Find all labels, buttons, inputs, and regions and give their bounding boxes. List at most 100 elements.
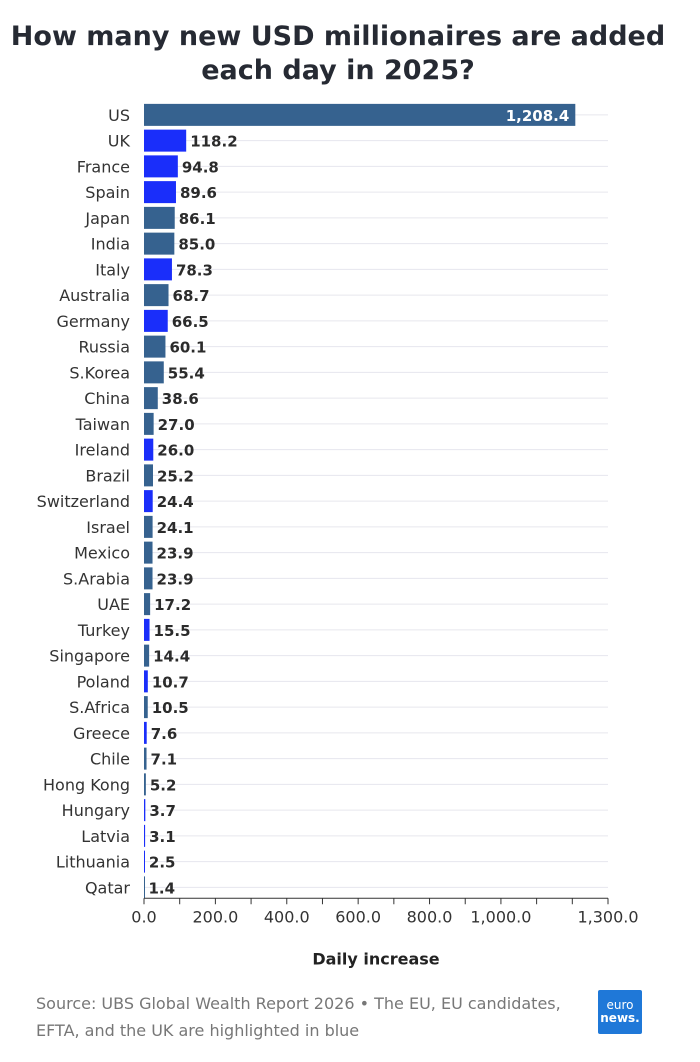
value-label: 23.9: [157, 570, 194, 588]
value-label: 68.7: [173, 287, 210, 305]
x-tick-label: 400.0: [264, 907, 310, 926]
value-label: 89.6: [180, 184, 217, 202]
bar: [144, 387, 158, 410]
bar: [144, 129, 187, 152]
category-label: Greece: [73, 724, 130, 743]
logo-line-2: news.: [600, 1011, 640, 1025]
chart-title-line-2: each day in 2025?: [201, 55, 475, 86]
bar: [144, 567, 153, 590]
category-label: France: [77, 157, 130, 176]
value-label: 3.1: [149, 828, 176, 846]
category-label: UK: [108, 132, 131, 151]
bar-chart: US 1,208.4 UK 118.2 France 94.8 Spain 89.6 Japan…: [37, 103, 639, 968]
category-label: Hungary: [62, 801, 130, 820]
category-label: Poland: [77, 672, 130, 691]
value-label: 15.5: [154, 622, 191, 640]
bar: [144, 438, 154, 461]
category-label: S.Africa: [69, 698, 130, 717]
bar: [144, 618, 150, 641]
chart-title-line-1: How many new USD millionaires are added: [10, 21, 666, 52]
chart-title: How many new USD millionaires are added …: [0, 20, 676, 88]
bar: [144, 670, 148, 693]
value-label: 38.6: [162, 390, 199, 408]
value-label: 60.1: [169, 339, 206, 357]
x-axis-title: Daily increase: [312, 949, 439, 968]
value-label: 94.8: [182, 158, 219, 176]
value-label: 7.6: [151, 725, 178, 743]
bar: [144, 361, 164, 384]
bar: [144, 541, 153, 564]
bar: [144, 850, 145, 873]
category-label: Japan: [84, 209, 130, 228]
value-label: 78.3: [176, 261, 213, 279]
bar: [144, 103, 576, 126]
x-tick-label: 800.0: [407, 907, 453, 926]
bar: [144, 181, 176, 204]
category-label: Mexico: [74, 544, 130, 563]
value-label: 10.5: [152, 699, 189, 717]
x-tick-label: 1,000.0: [470, 907, 531, 926]
category-label: Lithuania: [56, 853, 130, 872]
category-label: Turkey: [77, 621, 130, 640]
bar: [144, 824, 146, 847]
value-label: 27.0: [158, 416, 195, 434]
category-label: Latvia: [81, 827, 130, 846]
category-label: S.Arabia: [63, 569, 130, 588]
category-label: Italy: [95, 260, 130, 279]
bar: [144, 773, 146, 796]
category-label: Hong Kong: [43, 775, 130, 794]
euronews-logo: euro news.: [598, 990, 642, 1034]
value-label: 24.4: [157, 493, 194, 511]
bar: [144, 464, 153, 487]
value-label: 2.5: [149, 854, 176, 872]
value-label: 55.4: [168, 364, 205, 382]
bar: [144, 335, 166, 358]
category-label: Chile: [90, 750, 130, 769]
category-label: S.Korea: [69, 363, 130, 382]
value-label: 24.1: [157, 519, 194, 537]
value-label: 23.9: [157, 545, 194, 563]
bar: [144, 155, 178, 178]
value-label: 85.0: [178, 236, 215, 254]
x-tick-label: 1,300.0: [577, 907, 638, 926]
x-tick-label: 0.0: [131, 907, 156, 926]
value-label: 14.4: [153, 648, 190, 666]
category-label: Brazil: [85, 466, 130, 485]
category-label: Ireland: [75, 441, 130, 460]
value-label: 86.1: [179, 210, 216, 228]
category-label: Germany: [56, 312, 130, 331]
value-label: 3.7: [149, 802, 176, 820]
bar: [144, 412, 154, 435]
category-label: Switzerland: [37, 492, 130, 511]
value-label: 118.2: [190, 133, 237, 151]
value-label: 26.0: [157, 442, 194, 460]
bar: [144, 747, 147, 770]
logo-line-1: euro: [606, 998, 634, 1012]
bar: [144, 799, 146, 822]
x-tick-label: 600.0: [335, 907, 381, 926]
bar: [144, 490, 153, 513]
category-label: Singapore: [49, 647, 130, 666]
category-label: US: [108, 106, 130, 125]
category-label: India: [91, 235, 130, 254]
value-label: 5.2: [150, 776, 177, 794]
category-label: Russia: [79, 338, 130, 357]
value-label: 1.4: [148, 879, 175, 897]
bar: [144, 644, 150, 667]
category-label: Israel: [86, 518, 130, 537]
bar: [144, 258, 172, 281]
category-label: Taiwan: [75, 415, 130, 434]
value-label: 17.2: [154, 596, 191, 614]
bar: [144, 721, 147, 744]
source-note: Source: UBS Global Wealth Report 2026 • …: [36, 994, 561, 1040]
bar: [144, 206, 175, 229]
category-label: UAE: [97, 595, 130, 614]
x-tick-label: 200.0: [192, 907, 238, 926]
bar: [144, 232, 175, 255]
bar: [144, 696, 148, 719]
bar: [144, 284, 169, 307]
value-label: 25.2: [157, 467, 194, 485]
bar: [144, 515, 153, 538]
value-label: 7.1: [151, 751, 178, 769]
value-label: 1,208.4: [506, 107, 570, 125]
